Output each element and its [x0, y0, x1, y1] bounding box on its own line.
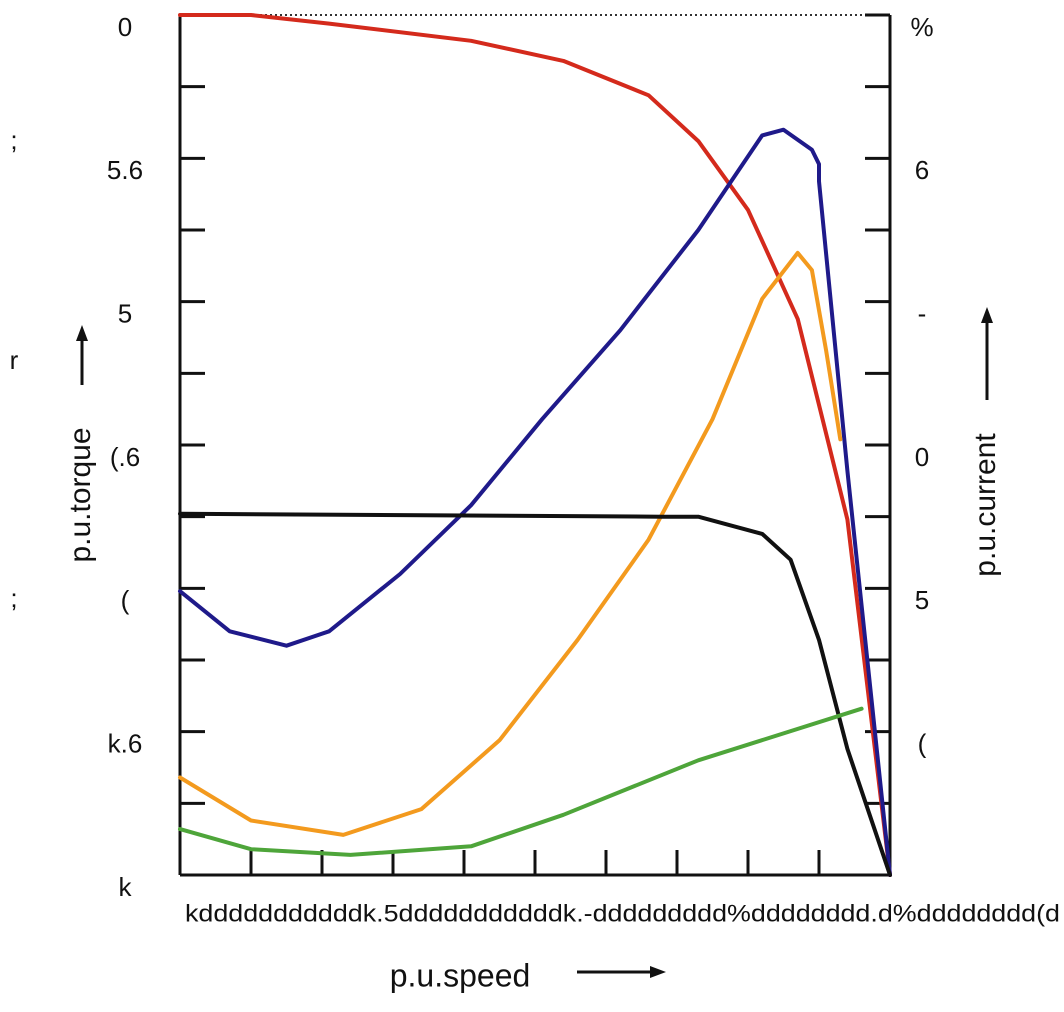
- y-tick-label: 0: [118, 12, 132, 42]
- y-axis-label: p.u.torque: [64, 427, 97, 562]
- y2-tick-label: (: [918, 729, 927, 759]
- side-mark: ;: [10, 583, 17, 613]
- series-line: [178, 13, 892, 877]
- y-tick-label: (.6: [110, 442, 140, 472]
- series-line: [178, 511, 892, 877]
- y2-tick-label: 5: [915, 585, 929, 615]
- y2-axis-label: p.u.current: [969, 433, 1002, 577]
- x-axis-label: p.u.speed: [390, 957, 531, 993]
- y2-tick-label: 0: [915, 442, 929, 472]
- series-line: [178, 127, 892, 877]
- y2-arrow-head: [981, 307, 993, 323]
- y-tick-label: 5: [118, 299, 132, 329]
- y2-tick-label: %: [910, 12, 933, 42]
- y-arrow-head: [76, 325, 88, 341]
- y-tick-label: k.6: [108, 729, 143, 759]
- y2-tick-label: -: [918, 299, 927, 329]
- y-tick-label: k: [119, 872, 133, 902]
- x-arrow-head: [650, 966, 666, 978]
- side-mark: ;: [10, 125, 17, 155]
- x-tick-text: kdddddddddddk.5dddddddddddk.-ddddddddd%d…: [185, 900, 1060, 927]
- side-mark: r: [10, 345, 19, 375]
- y-tick-label: (: [121, 585, 130, 615]
- y2-tick-label: 6: [915, 155, 929, 185]
- y-tick-label: 5.6: [107, 155, 143, 185]
- series-line: [178, 250, 843, 837]
- series-line: [178, 706, 864, 857]
